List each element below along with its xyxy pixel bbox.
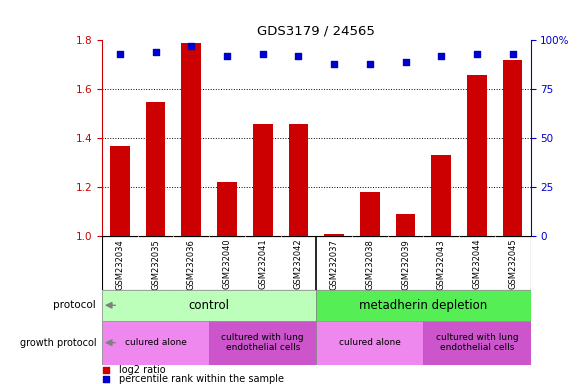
Text: growth protocol: growth protocol <box>20 338 96 348</box>
Text: GSM232038: GSM232038 <box>366 239 374 290</box>
Point <box>365 61 374 67</box>
Text: GSM232036: GSM232036 <box>187 239 196 290</box>
Point <box>508 51 517 57</box>
Text: culured alone: culured alone <box>339 338 401 347</box>
Bar <box>289 124 308 236</box>
Text: GSM232039: GSM232039 <box>401 239 410 290</box>
FancyBboxPatch shape <box>209 321 317 365</box>
Text: log2 ratio: log2 ratio <box>119 364 166 375</box>
Point <box>472 51 482 57</box>
Point <box>350 240 360 247</box>
Text: GSM232035: GSM232035 <box>151 239 160 290</box>
FancyBboxPatch shape <box>102 321 209 365</box>
Text: metadherin depletion: metadherin depletion <box>359 299 487 312</box>
Text: culured alone: culured alone <box>125 338 187 347</box>
Point <box>187 43 196 49</box>
Point <box>437 53 446 59</box>
Bar <box>396 214 415 236</box>
Point <box>151 49 160 55</box>
Bar <box>503 60 522 236</box>
Text: GSM232045: GSM232045 <box>508 239 517 290</box>
Text: GSM232034: GSM232034 <box>115 239 124 290</box>
Point <box>258 51 268 57</box>
Bar <box>431 156 451 236</box>
Bar <box>253 124 272 236</box>
Point <box>222 53 231 59</box>
Text: percentile rank within the sample: percentile rank within the sample <box>119 374 284 384</box>
Text: protocol: protocol <box>54 300 96 310</box>
Bar <box>360 192 380 236</box>
Text: cultured with lung
endothelial cells: cultured with lung endothelial cells <box>222 333 304 353</box>
Text: control: control <box>189 299 230 312</box>
FancyBboxPatch shape <box>317 321 423 365</box>
Point <box>115 51 125 57</box>
FancyBboxPatch shape <box>317 290 531 321</box>
Point <box>329 61 339 67</box>
Bar <box>467 74 487 236</box>
Point <box>350 328 360 334</box>
Text: GSM232044: GSM232044 <box>472 239 482 290</box>
Text: GSM232040: GSM232040 <box>223 239 231 290</box>
Bar <box>217 182 237 236</box>
Bar <box>324 234 344 236</box>
Text: GSM232042: GSM232042 <box>294 239 303 290</box>
FancyBboxPatch shape <box>102 290 317 321</box>
FancyBboxPatch shape <box>423 321 531 365</box>
Point <box>294 53 303 59</box>
Point <box>401 59 410 65</box>
Bar <box>110 146 129 236</box>
Bar <box>146 101 166 236</box>
Title: GDS3179 / 24565: GDS3179 / 24565 <box>257 25 375 38</box>
Text: GSM232041: GSM232041 <box>258 239 267 290</box>
Text: cultured with lung
endothelial cells: cultured with lung endothelial cells <box>436 333 518 353</box>
Text: GSM232037: GSM232037 <box>329 239 339 290</box>
Text: GSM232043: GSM232043 <box>437 239 446 290</box>
Bar <box>181 43 201 236</box>
